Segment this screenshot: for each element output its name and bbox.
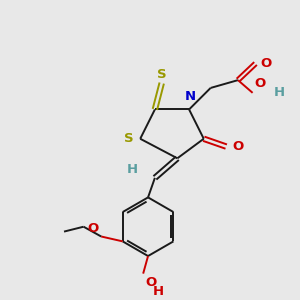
- Text: O: O: [255, 77, 266, 90]
- Text: H: H: [274, 86, 285, 99]
- Text: O: O: [232, 140, 243, 153]
- Text: S: S: [157, 68, 166, 81]
- Text: H: H: [127, 163, 138, 176]
- Text: O: O: [260, 57, 272, 70]
- Text: H: H: [153, 285, 164, 298]
- Text: O: O: [145, 276, 156, 289]
- Text: N: N: [184, 90, 196, 103]
- Text: O: O: [87, 221, 98, 235]
- Text: S: S: [124, 132, 134, 145]
